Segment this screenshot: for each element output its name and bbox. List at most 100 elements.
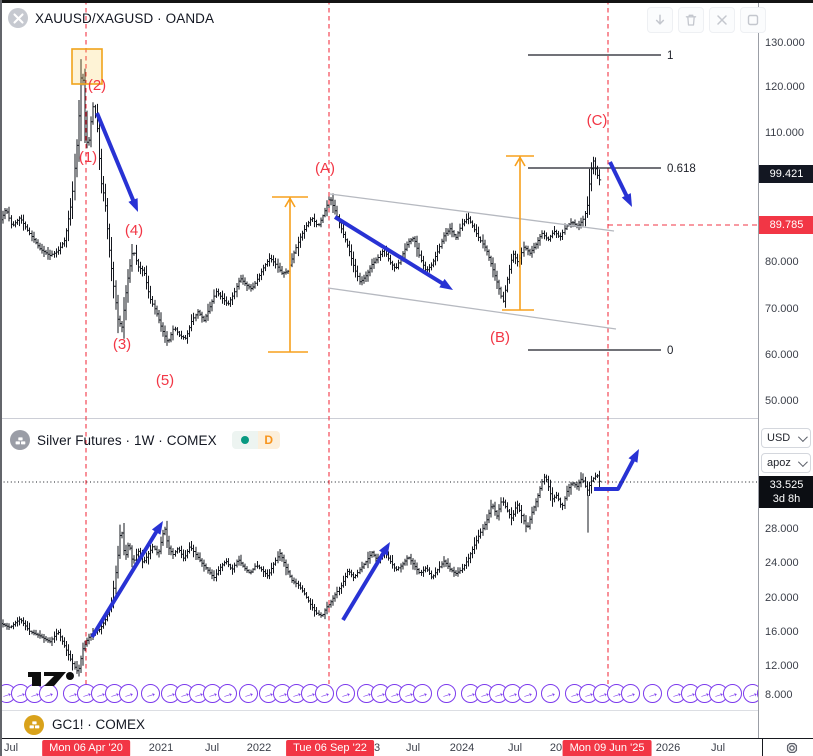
time-axis-label: 2026 — [655, 742, 681, 754]
price-tick-label: 16.000 — [765, 626, 799, 638]
wave-label[interactable]: (C) — [587, 112, 608, 129]
highlight-box[interactable] — [71, 48, 103, 85]
chevron-down-icon — [797, 456, 808, 467]
fib-level-label: 0.618 — [667, 163, 696, 175]
chevron-down-icon — [797, 431, 808, 442]
status-dot-icon — [231, 431, 258, 449]
date-marker-badge: Mon 06 Apr '20 — [42, 740, 130, 756]
close-icon — [717, 15, 727, 25]
gear-icon[interactable] — [784, 740, 800, 756]
trash-icon — [685, 14, 697, 26]
contract-switch-icon[interactable]: → — [517, 683, 537, 703]
gc1-symbol-title: GC1! · COMEX — [52, 717, 146, 732]
contract-switch-icon[interactable]: → — [436, 683, 456, 703]
contract-switch-icon[interactable]: → — [722, 683, 742, 703]
silver-circle-icon — [10, 430, 30, 450]
top-symbol-legend[interactable]: XAUUSD/XAGUSD · OANDA — [8, 8, 214, 28]
price-tick-label: 20.000 — [765, 592, 799, 604]
contract-switch-icon[interactable]: → — [642, 683, 662, 703]
price-tick-label: 24.000 — [765, 557, 799, 569]
axis-corner-separator — [762, 739, 763, 756]
fib-level-label: 0 — [667, 345, 673, 357]
close-button[interactable] — [709, 7, 735, 33]
fib-level-label: 1 — [667, 50, 673, 62]
contract-switch-icon[interactable]: → — [238, 683, 258, 703]
wave-label[interactable]: (2) — [88, 77, 106, 94]
price-tick-label: 12.000 — [765, 660, 799, 672]
contract-switch-icon[interactable]: → — [140, 683, 160, 703]
box-icon — [747, 14, 759, 26]
interval-pill[interactable]: D — [231, 431, 280, 449]
time-axis-label: Jul — [204, 742, 220, 754]
contract-switch-icon[interactable]: → — [412, 683, 432, 703]
delete-button[interactable] — [678, 7, 704, 33]
trend-arrow[interactable] — [333, 215, 453, 290]
time-axis-label: Jul — [710, 742, 726, 754]
wave-label[interactable]: (1) — [79, 149, 97, 166]
time-axis-label: 3 — [373, 742, 381, 754]
contract-switch-icon[interactable]: → — [314, 683, 334, 703]
trend-arrow[interactable] — [90, 521, 163, 639]
chart-canvas[interactable]: 1 0.618 0 (1) (2) (3) (4) (5) (A) (B) (C) — [0, 0, 758, 738]
price-range-measure[interactable] — [268, 196, 308, 353]
date-marker-badge: Mon 09 Jun '25 — [562, 740, 652, 756]
trend-arrow[interactable] — [608, 161, 632, 207]
interval-letter: D — [257, 431, 280, 449]
silver-symbol-legend[interactable]: Silver Futures · 1W · COMEX D — [10, 430, 280, 450]
wave-label[interactable]: (5) — [156, 372, 174, 389]
price-tick-label: 120.000 — [765, 81, 805, 93]
time-axis-label: Jul — [507, 742, 523, 754]
window-top-edge — [0, 0, 813, 3]
price-tick-label: 50.000 — [765, 395, 799, 407]
currency-select[interactable]: USD — [761, 428, 811, 448]
fullscreen-button[interactable] — [740, 7, 766, 33]
time-axis-label: Jul — [405, 742, 421, 754]
top-symbol-title: XAUUSD/XAGUSD · OANDA — [35, 10, 215, 26]
wave-label[interactable]: (A) — [315, 160, 335, 177]
drawing-toolbar — [647, 7, 766, 33]
last-price-countdown-badge: 33.525 3d 8h — [759, 476, 813, 508]
time-axis-label: 2024 — [449, 742, 475, 754]
contract-switch-icon[interactable]: → — [217, 683, 237, 703]
unit-select[interactable]: apoz — [761, 453, 811, 473]
time-axis[interactable]: Jul 2021 Jul 2022 3 Jul 2024 Jul 20 2026 Jul Mon 06… — [0, 738, 813, 756]
wave-label[interactable]: (B) — [490, 329, 510, 346]
channel-line[interactable] — [327, 287, 617, 330]
channel-line[interactable] — [329, 193, 615, 232]
time-axis-label: 2022 — [246, 742, 272, 754]
currency-value: USD — [767, 432, 791, 444]
time-axis-label: 2021 — [148, 742, 174, 754]
bar-countdown: 3d 8h — [772, 493, 801, 505]
date-marker-badge: Tue 06 Sep '22 — [286, 740, 374, 756]
tradingview-logo[interactable] — [26, 667, 84, 696]
price-tick-label: 8.000 — [765, 689, 793, 701]
arrow-down-icon — [655, 14, 665, 25]
contract-switch-icon[interactable]: → — [335, 683, 355, 703]
silver-last-price: 33.525 — [769, 479, 804, 491]
ohlc-bar-series — [0, 59, 602, 346]
price-axis[interactable]: USD apoz 33.525 3d 8h 130.000 120.000 110.… — [758, 0, 813, 738]
time-axis-label: Jul — [3, 742, 19, 754]
alert-price-badge: 89.785 — [759, 216, 813, 234]
price-tick-label: 28.000 — [765, 523, 799, 535]
contract-switch-icon[interactable]: → — [118, 683, 138, 703]
contract-switch-icon[interactable]: → — [620, 683, 640, 703]
price-range-measure[interactable] — [502, 155, 534, 311]
trend-arrow[interactable] — [594, 449, 639, 491]
window-left-edge — [0, 0, 2, 756]
contract-switch-icon[interactable]: → — [540, 683, 560, 703]
price-tick-label: 130.000 — [765, 37, 805, 49]
wave-label[interactable]: (4) — [125, 222, 143, 239]
trend-arrow[interactable] — [95, 112, 138, 212]
send-down-button[interactable] — [647, 7, 673, 33]
silver-symbol-title: Silver Futures · 1W · COMEX — [37, 432, 217, 448]
gold-circle-icon — [24, 714, 44, 735]
x-circle-icon — [8, 8, 28, 28]
last-price-badge: 99.421 — [759, 165, 813, 183]
ohlc-bar-series — [0, 470, 602, 677]
wave-label[interactable]: (3) — [113, 336, 131, 353]
trend-arrow[interactable] — [341, 542, 390, 622]
time-axis-label: 20 — [549, 742, 563, 754]
gc1-symbol-legend[interactable]: GC1! · COMEX — [0, 710, 758, 738]
